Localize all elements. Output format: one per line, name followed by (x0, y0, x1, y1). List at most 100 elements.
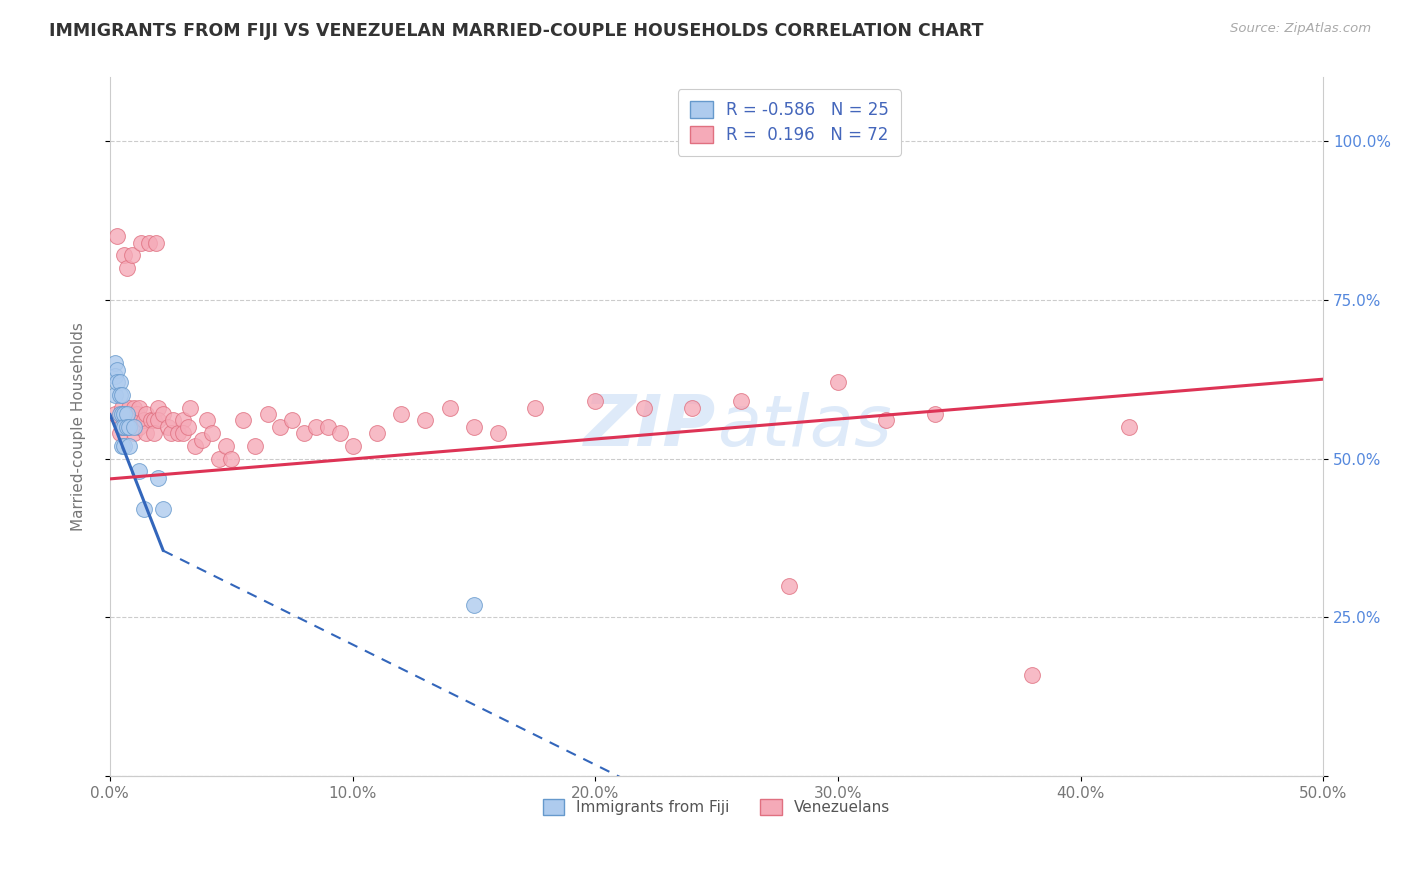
Point (439, 401, 461, 415)
Point (305, 419, 328, 434)
Point (112, 413, 135, 427)
Point (148, 470, 170, 484)
Point (463, 598, 485, 612)
Point (142, 426, 165, 441)
Point (415, 413, 437, 427)
Point (232, 413, 254, 427)
Point (159, 426, 181, 441)
Point (148, 413, 170, 427)
Point (172, 413, 194, 427)
Point (152, 407, 174, 421)
Point (256, 407, 278, 421)
Point (105, 376, 128, 390)
Point (121, 407, 143, 421)
Point (108, 376, 131, 390)
Point (115, 407, 138, 421)
Point (366, 426, 388, 441)
Point (132, 413, 155, 427)
Point (118, 401, 141, 415)
Point (219, 451, 242, 466)
Point (118, 419, 141, 434)
Point (121, 248, 143, 262)
Point (111, 419, 134, 434)
Point (128, 401, 150, 415)
Point (463, 419, 485, 434)
Point (122, 413, 145, 427)
Point (139, 413, 162, 427)
Point (730, 394, 752, 409)
Point (778, 579, 800, 593)
Point (128, 419, 150, 434)
Point (152, 502, 174, 516)
Point (486, 426, 509, 441)
Point (132, 502, 155, 516)
Point (131, 235, 153, 250)
Point (105, 229, 128, 244)
Point (125, 407, 148, 421)
Point (157, 419, 180, 434)
Point (316, 419, 339, 434)
Point (1021, 667, 1043, 681)
Point (1118, 419, 1140, 434)
Point (115, 419, 138, 434)
Text: ZIP: ZIP (585, 392, 717, 461)
Point (924, 407, 946, 421)
Point (166, 426, 188, 441)
Point (111, 419, 134, 434)
Point (104, 369, 127, 384)
Point (875, 413, 897, 427)
Point (135, 407, 157, 421)
Point (135, 426, 157, 441)
Point (111, 407, 134, 421)
Point (176, 419, 198, 434)
Point (148, 401, 170, 415)
Point (633, 401, 655, 415)
Point (827, 376, 849, 390)
Point (142, 413, 165, 427)
Text: atlas: atlas (717, 392, 891, 461)
Point (215, 439, 238, 453)
Text: IMMIGRANTS FROM FIJI VS VENEZUELAN MARRIED-COUPLE HOUSEHOLDS CORRELATION CHART: IMMIGRANTS FROM FIJI VS VENEZUELAN MARRI… (49, 22, 984, 40)
Point (523, 401, 546, 415)
Point (122, 401, 145, 415)
Point (681, 401, 703, 415)
Point (281, 413, 304, 427)
Point (112, 248, 135, 262)
Point (104, 407, 127, 421)
Point (389, 407, 412, 421)
Point (108, 407, 131, 421)
Point (245, 439, 267, 453)
Point (329, 426, 352, 441)
Point (111, 388, 134, 402)
Point (118, 439, 141, 453)
Legend: Immigrants from Fiji, Venezuelans: Immigrants from Fiji, Venezuelans (534, 790, 900, 824)
Point (583, 394, 606, 409)
Point (179, 401, 201, 415)
Point (145, 235, 167, 250)
Point (201, 426, 224, 441)
Text: Source: ZipAtlas.com: Source: ZipAtlas.com (1230, 22, 1371, 36)
Point (111, 439, 134, 453)
Point (195, 413, 218, 427)
Point (108, 388, 131, 402)
Point (112, 407, 135, 421)
Point (128, 464, 150, 478)
Point (112, 439, 135, 453)
Point (115, 260, 138, 275)
Point (208, 451, 231, 466)
Point (122, 426, 145, 441)
Y-axis label: Married-couple Households: Married-couple Households (72, 322, 86, 532)
Point (172, 426, 194, 441)
Point (112, 419, 135, 434)
Point (111, 401, 134, 415)
Point (105, 362, 128, 376)
Point (292, 426, 315, 441)
Point (162, 413, 184, 427)
Point (191, 433, 214, 447)
Point (104, 388, 127, 402)
Point (122, 419, 145, 434)
Point (184, 439, 207, 453)
Point (342, 439, 364, 453)
Point (138, 235, 160, 250)
Point (269, 419, 291, 434)
